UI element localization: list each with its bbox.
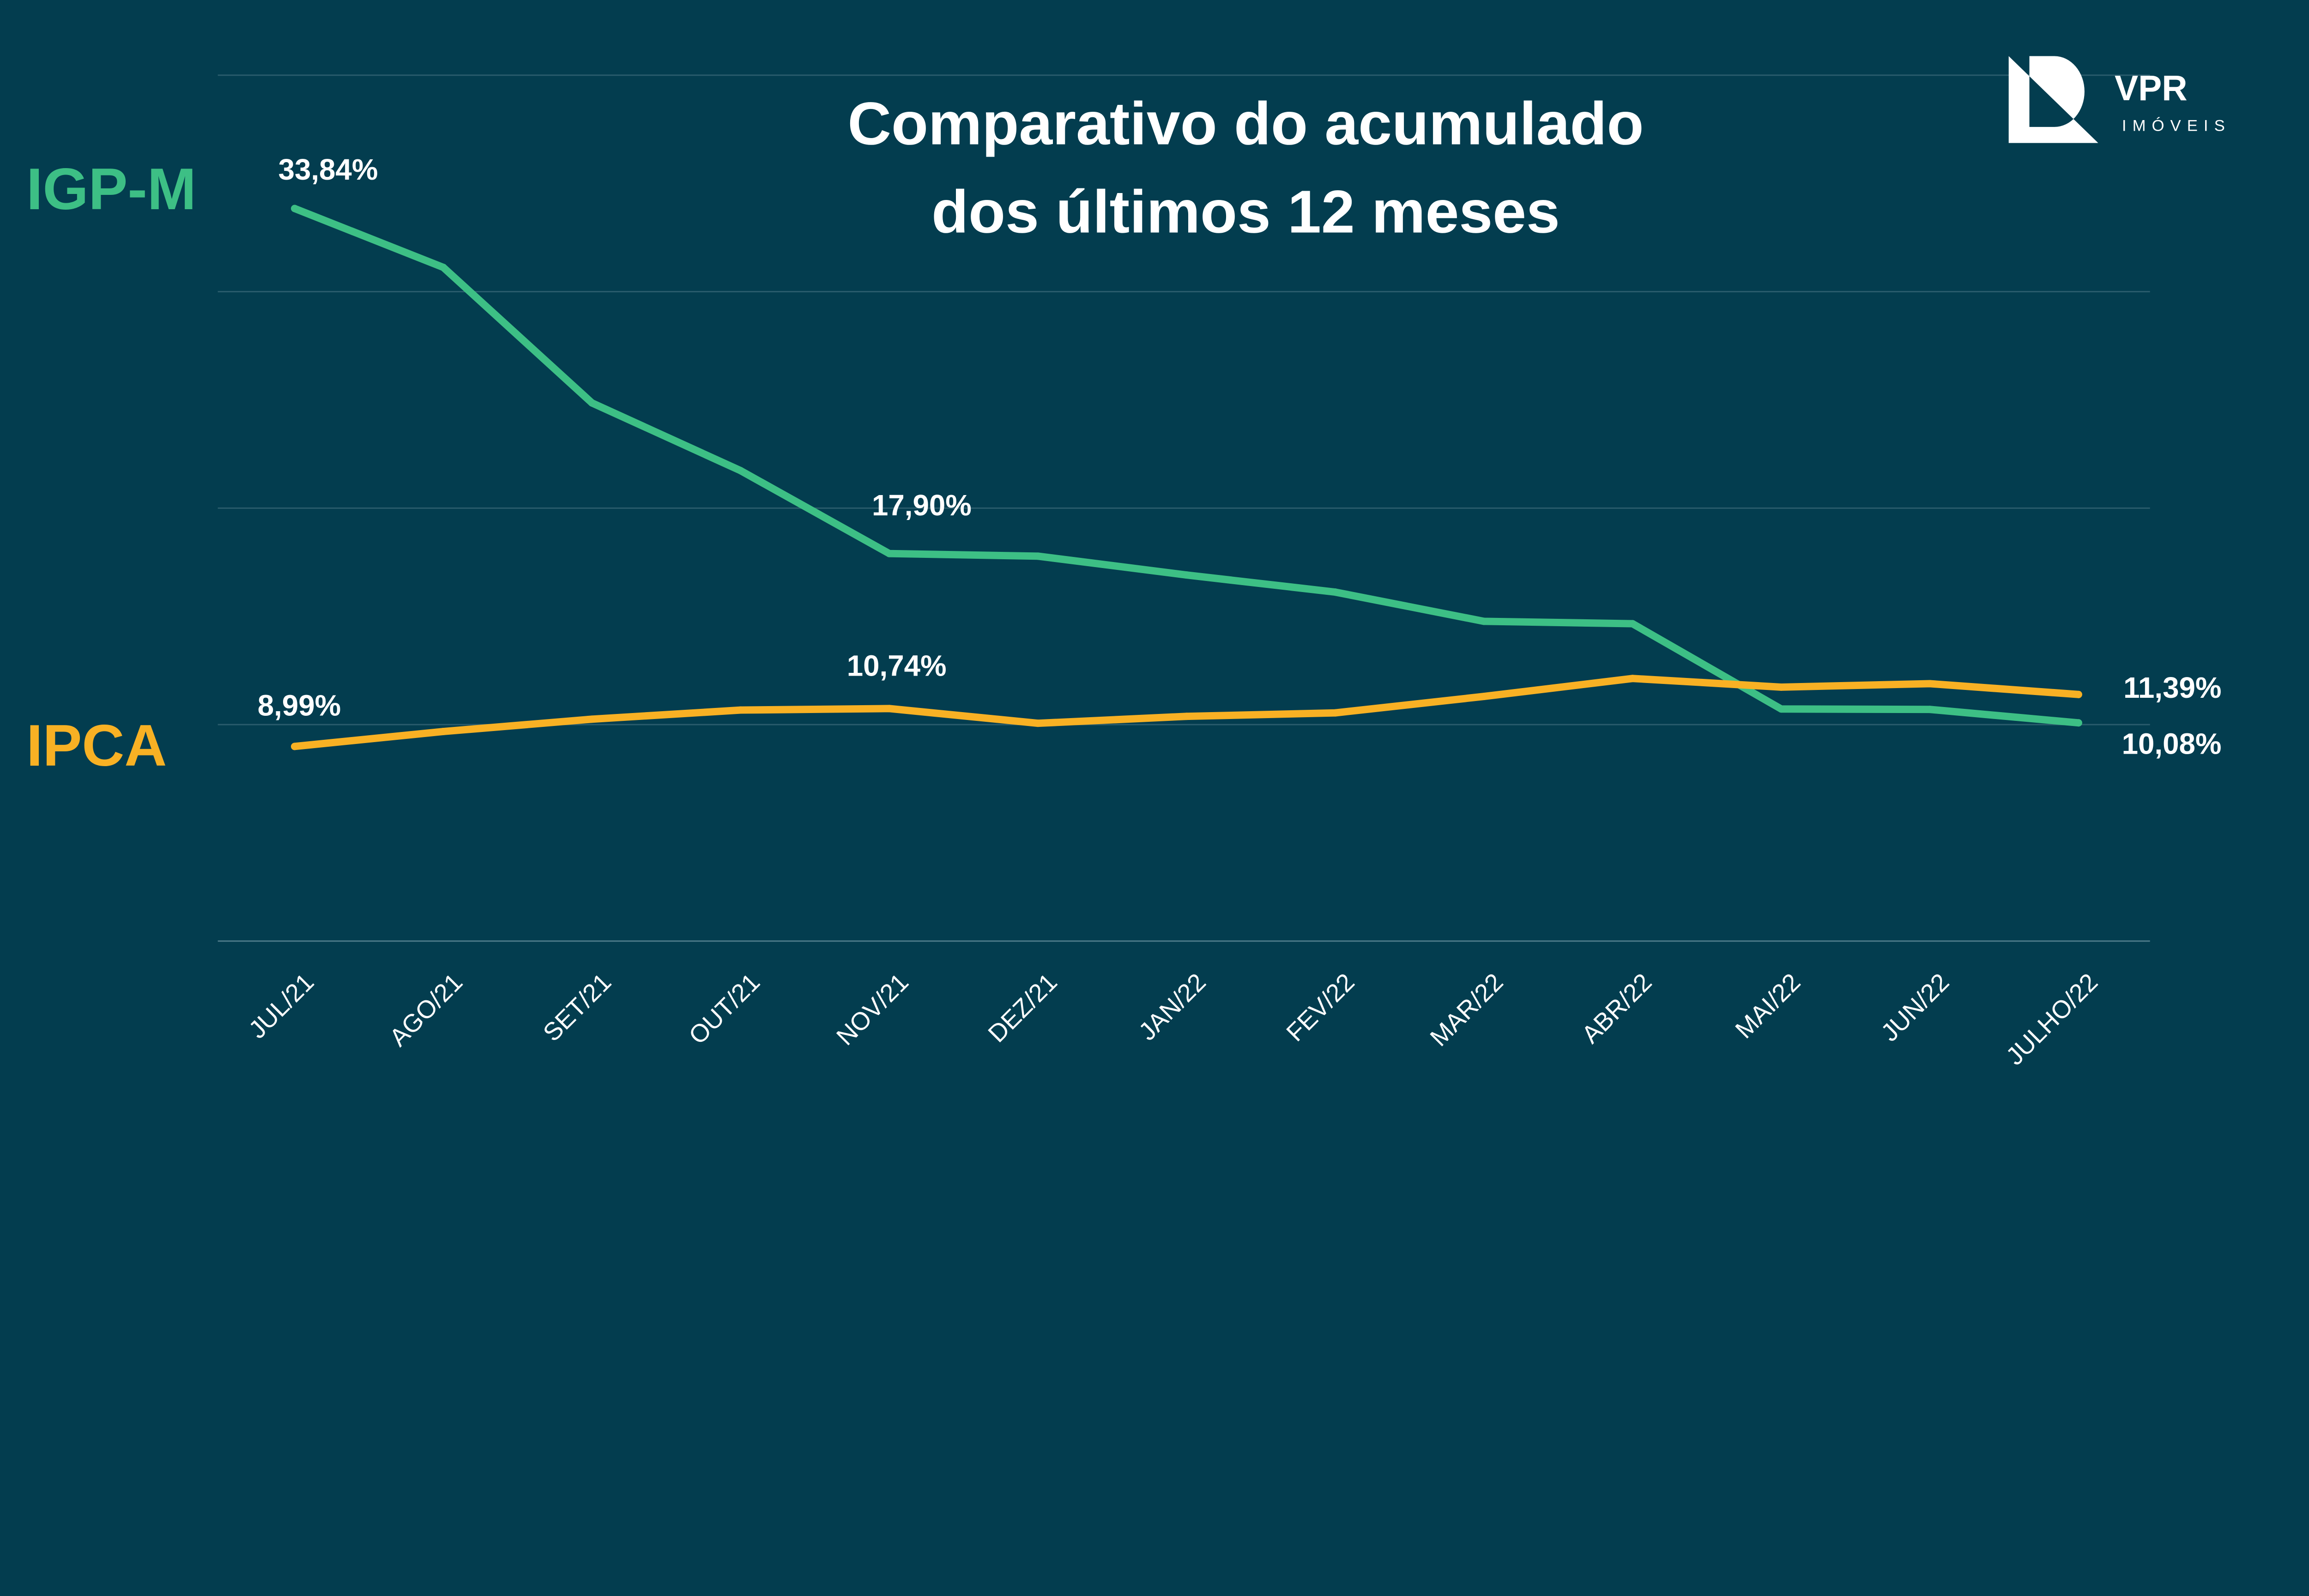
data-point-igpm-12: [2074, 719, 2082, 727]
data-point-ipca-4: [885, 705, 893, 713]
data-label-igpm-jul21: 33,84%: [278, 153, 378, 186]
legend-igpm: IGP-M: [26, 156, 196, 222]
data-label-ipca-jul22: 11,39%: [2123, 671, 2221, 704]
data-point-igpm-11: [1926, 706, 1934, 713]
data-point-ipca-10: [1777, 683, 1785, 691]
data-label-ipca-nov21: 10,74%: [847, 649, 947, 682]
data-point-igpm-10: [1777, 705, 1785, 713]
chart-title-line-2: dos últimos 12 meses: [931, 177, 1560, 245]
background: [0, 0, 2309, 1155]
data-point-igpm-5: [1034, 552, 1042, 560]
data-point-ipca-2: [588, 715, 596, 723]
data-point-ipca-5: [1034, 719, 1042, 727]
data-label-igpm-nov21: 17,90%: [872, 489, 972, 522]
data-point-igpm-7: [1331, 588, 1339, 596]
legend-ipca: IPCA: [26, 713, 167, 778]
data-point-ipca-7: [1331, 709, 1339, 717]
data-point-ipca-3: [737, 706, 744, 714]
chart: Comparativo do acumulado dos últimos 12 …: [0, 0, 2309, 1155]
data-point-igpm-4: [885, 550, 893, 557]
data-point-igpm-0: [291, 205, 298, 212]
data-point-igpm-2: [588, 399, 596, 407]
data-point-ipca-6: [1183, 713, 1191, 720]
data-point-ipca-12: [2074, 690, 2082, 698]
data-point-ipca-0: [291, 743, 298, 750]
logo-subtext: IMÓVEIS: [2122, 117, 2231, 135]
data-point-igpm-9: [1629, 620, 1637, 628]
data-point-ipca-8: [1480, 693, 1488, 701]
data-point-igpm-1: [439, 264, 447, 271]
logo-text: VPR: [2115, 69, 2188, 108]
data-point-igpm-8: [1480, 617, 1488, 625]
data-label-ipca-jul21: 8,99%: [258, 689, 341, 722]
data-point-ipca-9: [1629, 675, 1637, 683]
data-point-ipca-1: [439, 728, 447, 735]
data-label-igpm-jul22: 10,08%: [2122, 728, 2222, 761]
data-point-igpm-6: [1183, 571, 1191, 579]
data-point-igpm-3: [737, 467, 744, 475]
data-point-ipca-11: [1926, 680, 1934, 688]
chart-title-line-1: Comparativo do acumulado: [847, 90, 1644, 157]
